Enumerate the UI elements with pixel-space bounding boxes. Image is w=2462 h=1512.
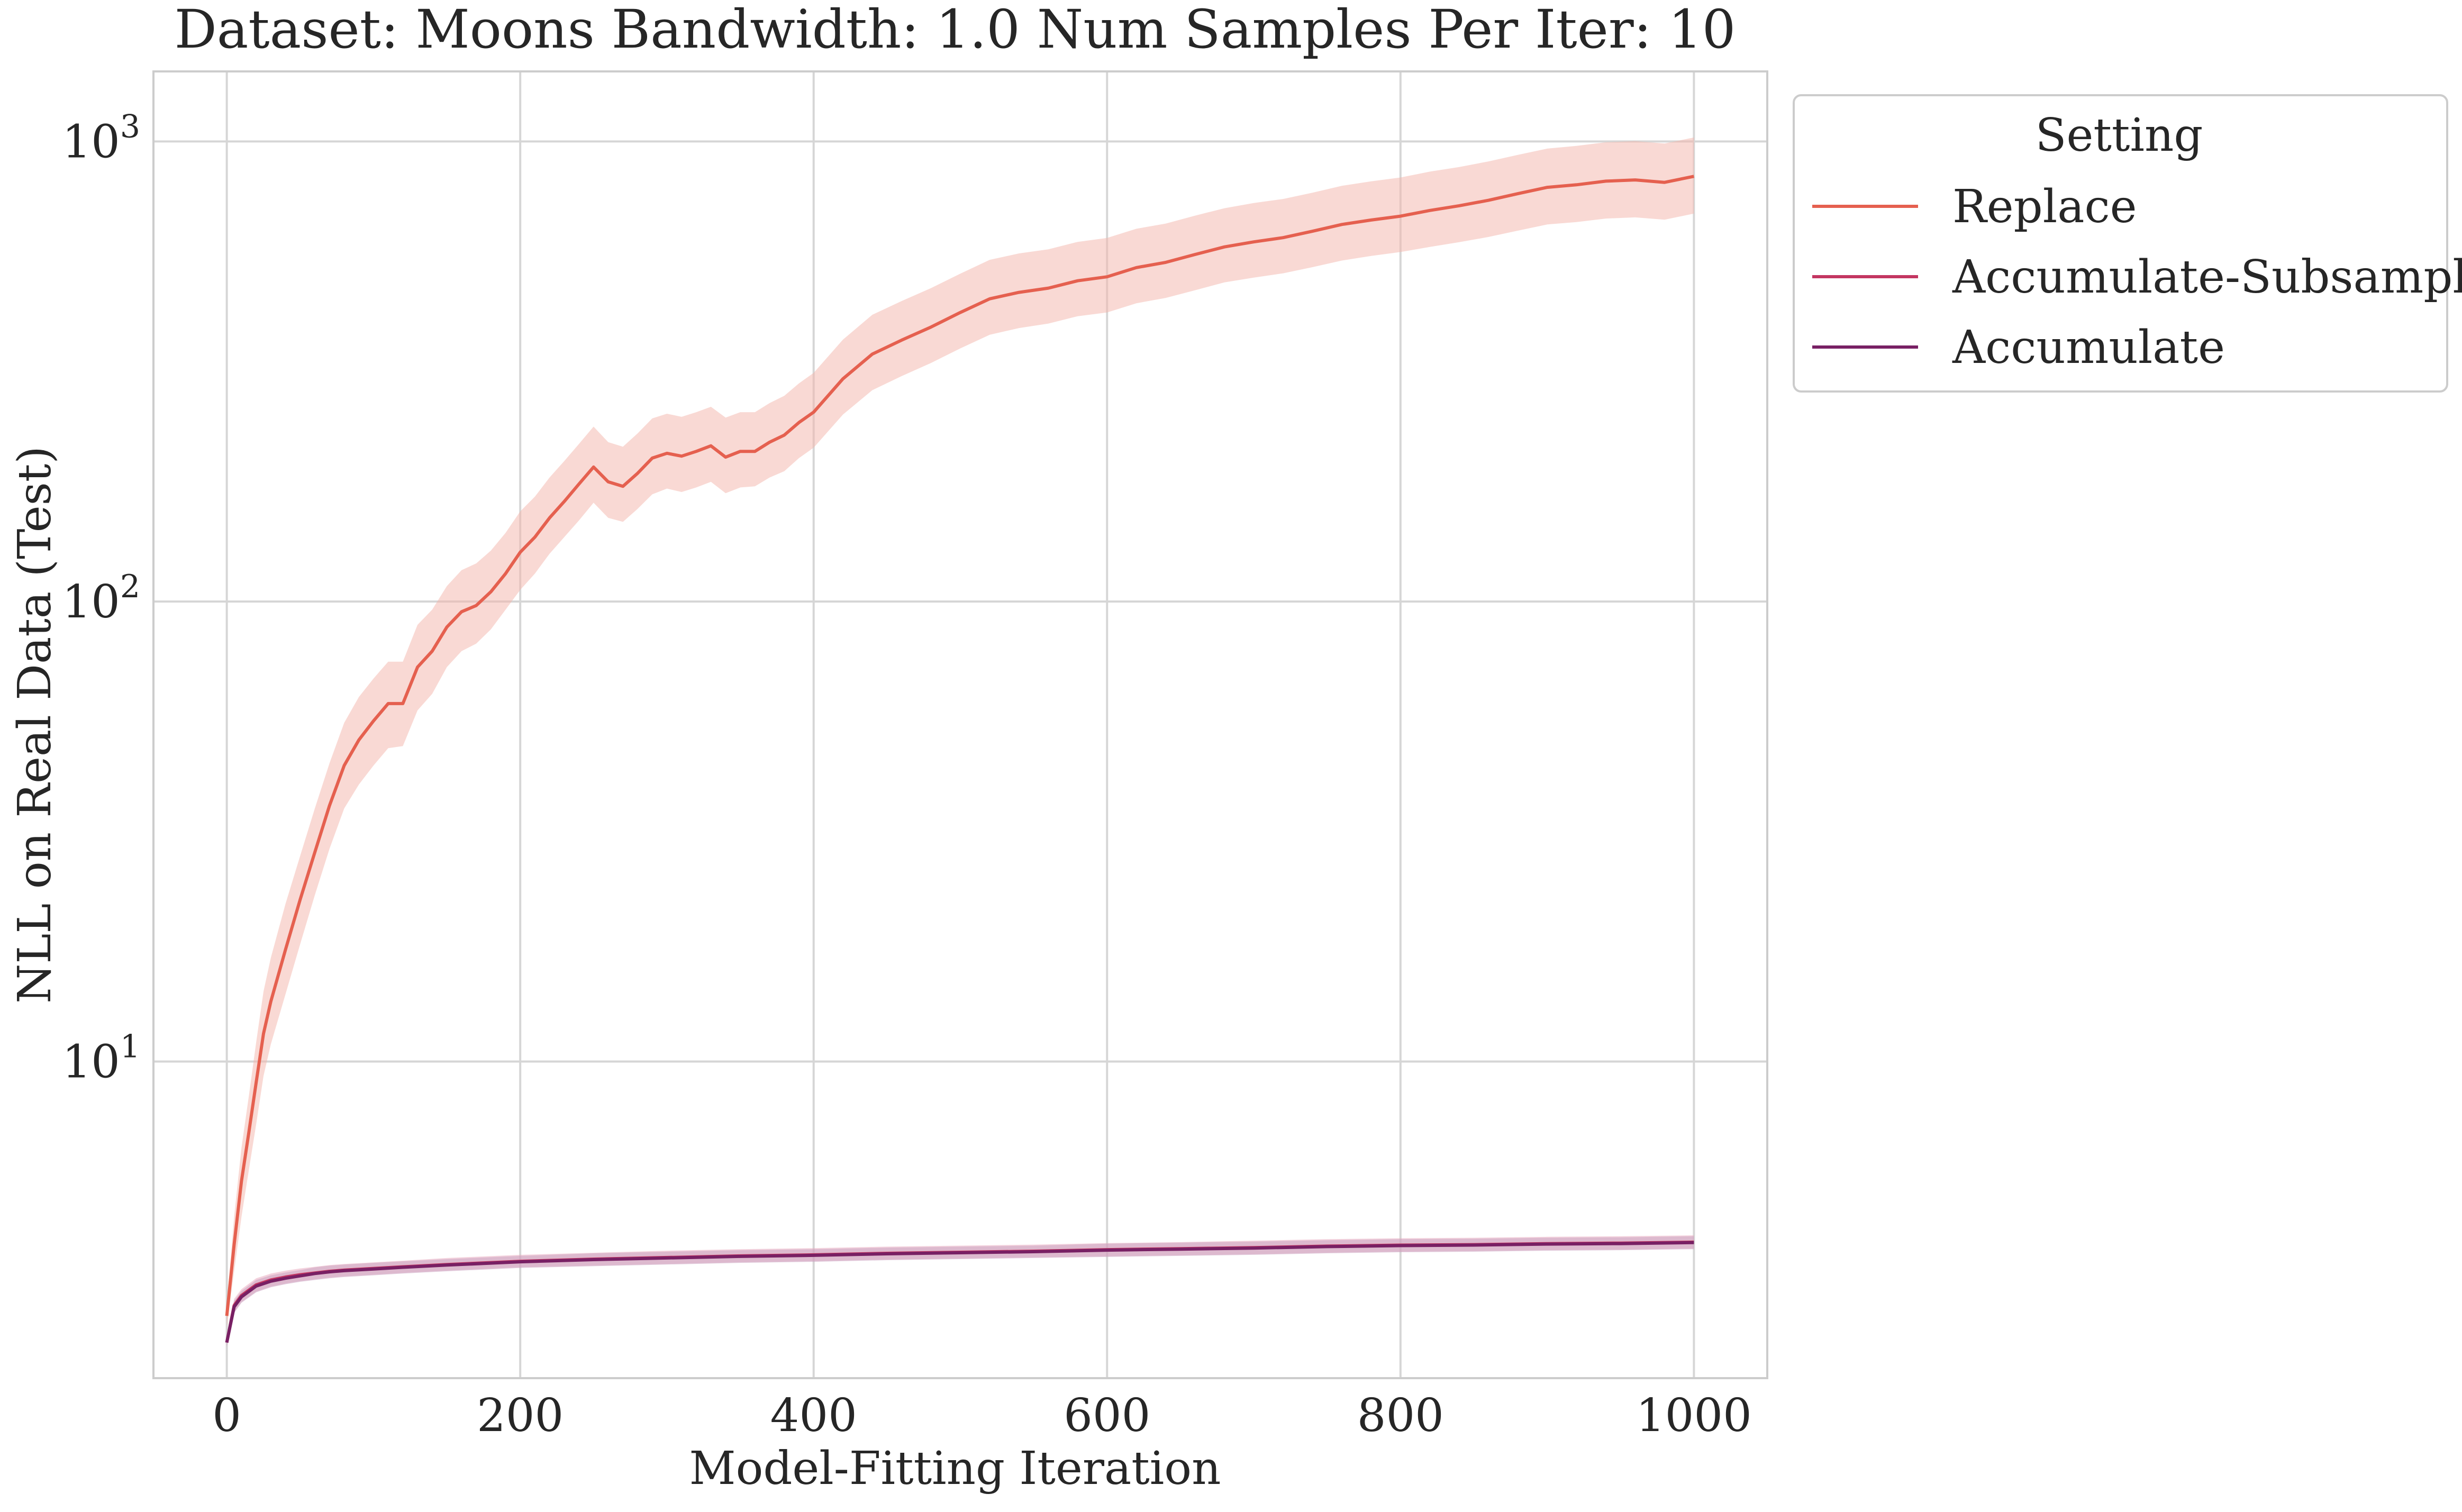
y-tick-label: 101 [62,1028,140,1089]
legend-items: Replace Accumulate-Subsample Accumulate [1812,180,2462,374]
legend-item-accumulate: Accumulate [1812,321,2225,374]
x-tick-label: 200 [477,1389,564,1442]
legend-box [1793,94,2448,393]
legend-label-replace: Replace [1952,180,2137,233]
series-lines [225,175,1695,1343]
x-tick-label: 0 [212,1389,241,1442]
replace-line [225,175,1695,1316]
x-axis-label: Model-Fitting Iteration [689,1442,1221,1495]
x-tick-label: 600 [1064,1389,1150,1442]
chart-title: Dataset: Moons Bandwidth: 1.0 Num Sample… [175,0,1736,60]
confidence-bands [226,137,1694,1347]
legend: Setting Replace Accumulate-Subsample Accum… [1793,94,2462,393]
plot-frame [152,70,1768,1379]
legend-item-replace: Replace [1812,180,2137,233]
y-axis-ticks: 101 102 103 [62,108,140,1088]
legend-label-accumulate-subsample: Accumulate-Subsample [1952,251,2462,304]
accumulate-line [225,1241,1694,1343]
y-tick-label: 103 [62,108,140,168]
x-tick-label: 1000 [1636,1389,1752,1442]
legend-title: Setting [2036,109,2203,162]
legend-item-accumulate-subsample: Accumulate-Subsample [1812,251,2462,304]
x-tick-label: 400 [770,1389,857,1442]
accumulate-band [226,1236,1694,1347]
x-tick-label: 800 [1357,1389,1444,1442]
replace-band [226,137,1694,1327]
legend-label-accumulate: Accumulate [1952,321,2225,374]
y-tick-label: 102 [62,568,140,629]
y-axis-label: NLL on Real Data (Test) [8,446,61,1004]
x-axis-ticks: 0 200 400 600 800 1000 [212,1389,1752,1442]
